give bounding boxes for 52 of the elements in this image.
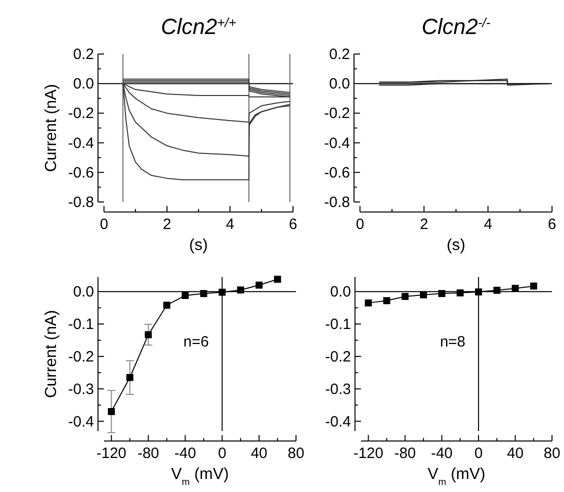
y-tick-label: 0.0 bbox=[73, 76, 94, 93]
chart-title: Clcn2$^{-/-}$ bbox=[422, 14, 491, 39]
y-tick-label: -0.6 bbox=[324, 164, 350, 182]
y-tick-label: -0.2 bbox=[68, 105, 94, 122]
annotation: n=8 bbox=[440, 333, 466, 350]
y-tick-label: -0.8 bbox=[68, 194, 94, 211]
y-tick-label: -0.2 bbox=[325, 348, 351, 366]
y-tick-label: 0.0 bbox=[329, 76, 350, 93]
y-tick-label: -0.8 bbox=[324, 194, 350, 211]
y-tick-label: -0.3 bbox=[68, 380, 94, 398]
x-tick-label: 80 bbox=[544, 445, 560, 462]
x-tick-label: 4 bbox=[226, 216, 234, 233]
x-tick-label: -40 bbox=[174, 445, 196, 462]
x-tick-label: 80 bbox=[288, 445, 304, 462]
x-tick-label: 0 bbox=[474, 445, 483, 462]
annotation: n=6 bbox=[183, 333, 209, 350]
x-tick-label: -120 bbox=[353, 445, 384, 462]
x-tick-label: 0 bbox=[100, 216, 108, 233]
y-tick-label: -0.1 bbox=[68, 316, 94, 334]
x-tick-label: 40 bbox=[506, 445, 524, 462]
y-tick-label: -0.2 bbox=[324, 105, 350, 122]
y-tick-label: -0.4 bbox=[325, 413, 351, 430]
x-tick-label: 6 bbox=[288, 216, 298, 233]
x-axis-title: V$_{m}$ (mV) bbox=[171, 466, 229, 488]
x-tick-label: -120 bbox=[96, 445, 126, 462]
y-tick-label: -0.6 bbox=[68, 164, 94, 182]
x-tick-label: 4 bbox=[484, 216, 492, 233]
y-tick-label: 0.2 bbox=[329, 46, 350, 63]
chart-title: Clcn2$^{+/+}$ bbox=[160, 14, 236, 39]
y-tick-label: -0.3 bbox=[325, 380, 351, 398]
y-tick-label: 0.0 bbox=[330, 284, 351, 301]
y-tick-label: -0.4 bbox=[68, 413, 94, 430]
y-tick-label: 0.0 bbox=[73, 284, 94, 301]
x-tick-label: 2 bbox=[420, 216, 428, 233]
y-tick-label: -0.4 bbox=[68, 134, 94, 152]
y-tick-label: 0.2 bbox=[73, 46, 94, 63]
x-tick-label: 6 bbox=[548, 216, 556, 233]
y-tick-label: -0.2 bbox=[68, 348, 94, 366]
x-tick-label: 40 bbox=[250, 445, 268, 462]
x-tick-label: -80 bbox=[137, 445, 160, 462]
x-tick-label: 2 bbox=[162, 216, 172, 233]
x-axis-title: (s) bbox=[189, 237, 208, 254]
x-tick-label: 0 bbox=[218, 445, 226, 462]
x-tick-label: -80 bbox=[394, 445, 416, 462]
y-axis-title: Current (nA) bbox=[43, 310, 60, 398]
y-axis-title: Current (nA) bbox=[43, 84, 60, 172]
x-axis-title: (s) bbox=[446, 237, 466, 254]
y-tick-label: -0.4 bbox=[324, 134, 350, 152]
x-axis-title: V$_{m}$ (mV) bbox=[428, 466, 486, 488]
y-tick-label: -0.1 bbox=[325, 316, 351, 334]
x-tick-label: -40 bbox=[430, 445, 453, 462]
x-tick-label: 0 bbox=[356, 216, 364, 233]
